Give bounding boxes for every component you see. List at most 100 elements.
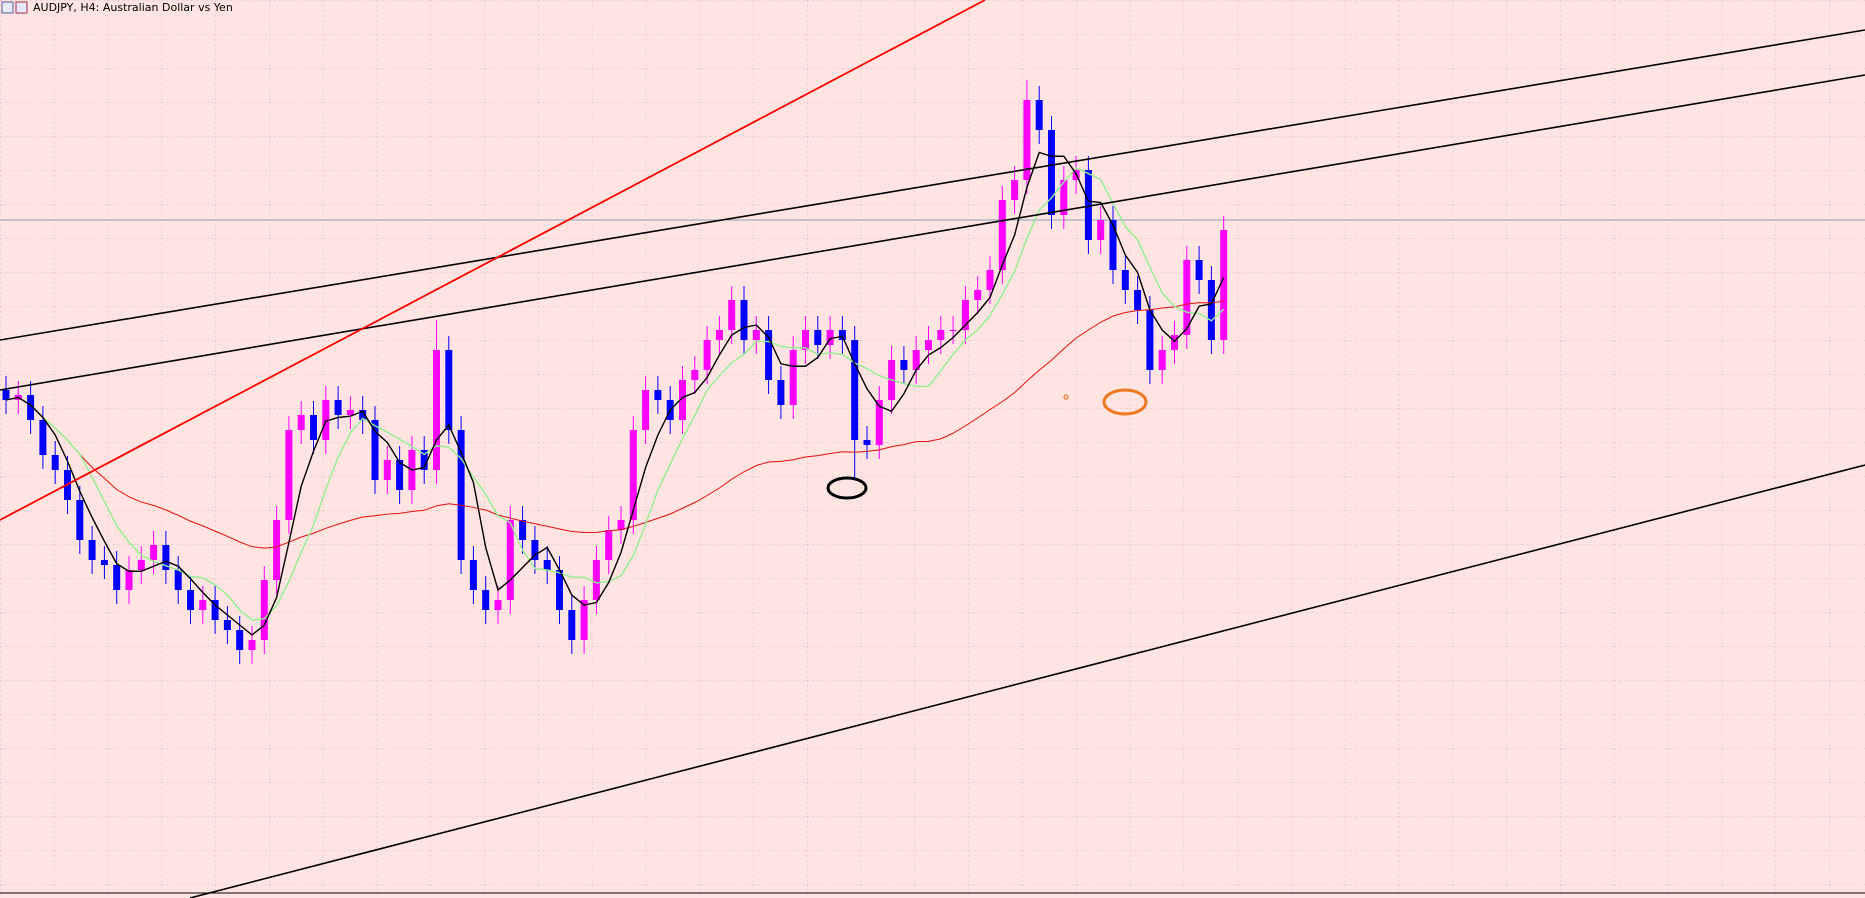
point-marker[interactable] (1063, 394, 1069, 400)
candle-body (285, 430, 293, 520)
candle-body (1207, 280, 1215, 340)
candle-body (371, 420, 379, 480)
trend-line[interactable] (0, 0, 986, 521)
candle-body (605, 530, 613, 560)
candle-body (211, 600, 219, 620)
candle-body (1109, 220, 1117, 270)
candle-body (654, 390, 662, 400)
candle-body (580, 600, 588, 640)
candle-body (1146, 310, 1154, 370)
candle-body (469, 560, 477, 590)
candle-body (51, 455, 59, 470)
candle-body (740, 300, 748, 340)
candle-body (1171, 335, 1178, 350)
candle-body (260, 580, 268, 640)
candle-body (236, 630, 244, 650)
candle-body (359, 410, 367, 420)
candle-body (187, 590, 194, 610)
candle-body (1023, 100, 1031, 180)
candle-body (838, 330, 846, 340)
candle-body (1035, 100, 1043, 130)
candle-body (125, 570, 133, 590)
ellipse-marker[interactable] (826, 476, 868, 500)
candle-body (900, 360, 908, 370)
candle-body (322, 400, 330, 440)
candle-body (223, 620, 231, 630)
candle-body (150, 545, 158, 560)
candle-body (420, 450, 428, 470)
candle-body (76, 500, 84, 540)
moving-average (5, 300, 1224, 549)
candle-body (137, 560, 145, 570)
candle-body (494, 600, 502, 610)
trend-line[interactable] (189, 464, 1865, 898)
candle-body (715, 330, 723, 340)
candle-body (174, 570, 182, 590)
candle-body (998, 200, 1006, 270)
chart-title: AUDJPY, H4: Australian Dollar vs Yen (33, 1, 233, 14)
candle-body (113, 565, 121, 590)
candle-body (27, 395, 35, 420)
candle-body (851, 340, 859, 440)
candle-body (986, 270, 994, 290)
candle-body (814, 330, 822, 345)
candle-body (974, 290, 982, 300)
candle-body (777, 380, 785, 405)
candle-body (1060, 180, 1068, 215)
candle-body (310, 415, 317, 440)
ellipse-marker[interactable] (1102, 388, 1148, 416)
candle-body (39, 420, 47, 455)
candle-body (346, 410, 354, 415)
candle-body (802, 330, 809, 350)
candle-body (273, 520, 281, 580)
candle-body (703, 340, 711, 370)
candle-body (543, 560, 551, 570)
candle-body (482, 590, 490, 610)
candle-body (592, 560, 600, 600)
candle-body (1097, 220, 1105, 240)
candle-body (457, 430, 465, 560)
candle-body (752, 330, 760, 340)
candle-body (2, 390, 10, 400)
candle-body (912, 350, 920, 370)
candle-body (445, 350, 453, 430)
candle-body (937, 330, 945, 340)
trend-line[interactable] (0, 74, 1865, 391)
candle-body (556, 570, 563, 610)
candle-body (617, 520, 625, 530)
candle-body (1121, 270, 1129, 290)
candle-body (765, 330, 773, 380)
candle-body (297, 415, 305, 430)
window-icon[interactable] (15, 1, 28, 14)
candle-body (1134, 290, 1142, 310)
moving-averages (5, 151, 1225, 636)
candle-body (629, 430, 637, 520)
candle-body (925, 340, 932, 350)
candle-body (100, 560, 108, 565)
candle-body (728, 300, 736, 330)
candle-body (519, 520, 527, 540)
candle-body (1011, 180, 1019, 200)
window-icon[interactable] (1, 1, 14, 14)
candle-body (1220, 230, 1228, 340)
candle-body (1158, 350, 1166, 370)
candle-body (875, 400, 883, 445)
candle-body (1195, 260, 1203, 280)
candle-body (334, 400, 342, 415)
candle-body (949, 330, 957, 331)
candle-body (1084, 170, 1092, 240)
candle-body (506, 520, 514, 600)
candle-body (679, 380, 686, 420)
trend-line[interactable] (0, 29, 1865, 341)
candle-body (642, 390, 650, 430)
candle-body (1183, 260, 1191, 335)
candle-body (789, 350, 797, 405)
candle-body (691, 370, 699, 380)
candle-body (1048, 130, 1055, 215)
candle-body (248, 640, 256, 650)
candle-body (88, 540, 96, 560)
candle-body (568, 610, 576, 640)
candle-body (396, 460, 404, 490)
candle-body (961, 300, 969, 330)
